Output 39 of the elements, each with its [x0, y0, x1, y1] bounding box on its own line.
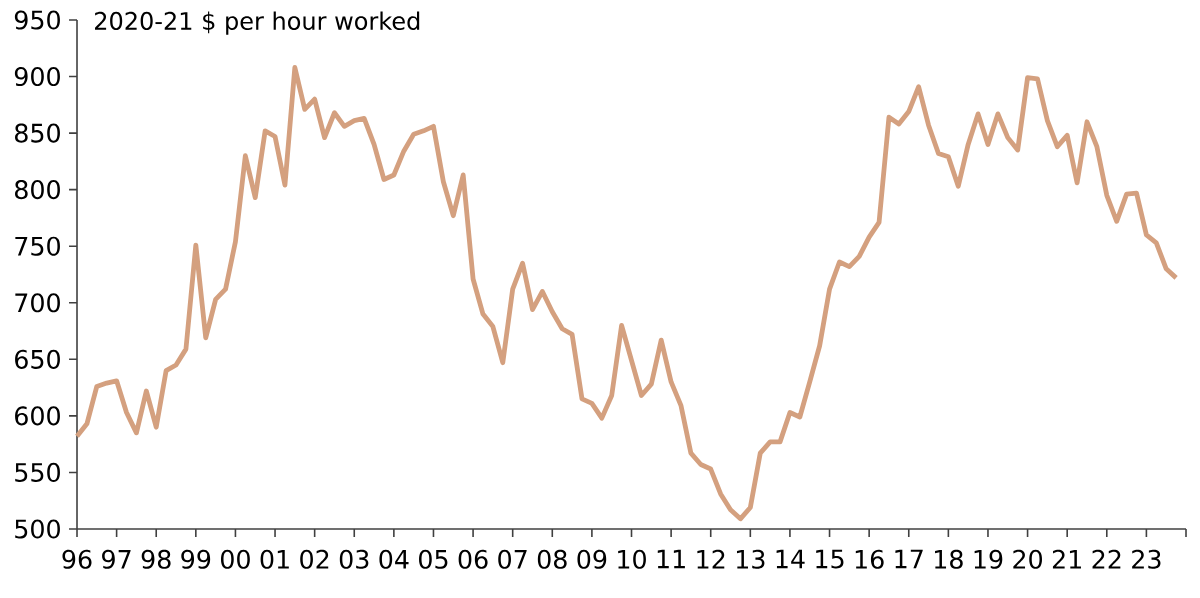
y-tick-label: 500: [15, 519, 60, 539]
y-tick-label: 550: [15, 462, 60, 483]
x-tick-label: 15: [816, 549, 844, 569]
x-tick-label: 05: [419, 549, 448, 569]
x-tick-label: 16: [855, 549, 884, 569]
x-tick-label: 00: [220, 549, 250, 569]
x-tick-label: 22: [1092, 549, 1121, 569]
x-tick-label: 18: [935, 549, 963, 569]
x-tick-label: 14: [776, 549, 805, 569]
x-tick-label: 02: [300, 549, 329, 569]
x-tick-label: 01: [260, 549, 289, 569]
x-tick-label: 97: [102, 549, 131, 569]
x-tick-label: 98: [141, 549, 171, 569]
x-tick-label: 06: [458, 549, 488, 569]
chart-title: 2020-21 $ per hour worked: [95, 11, 420, 35]
y-tick-label: 900: [14, 66, 60, 87]
y-tick-label: 750: [15, 236, 60, 256]
x-tick-label: 03: [339, 549, 369, 569]
y-tick-label: 700: [15, 293, 60, 313]
x-tick-label: 23: [1132, 549, 1161, 569]
x-tick-label: 11: [657, 549, 685, 569]
x-tick-label: 09: [577, 549, 607, 569]
x-tick-label: 10: [618, 549, 646, 569]
x-tick-label: 12: [697, 549, 725, 569]
x-tick-label: 17: [895, 549, 923, 569]
x-tick-label: 96: [62, 549, 92, 569]
x-tick-label: 21: [1052, 549, 1081, 569]
y-tick-label: 850: [15, 123, 60, 143]
x-tick-label: 99: [181, 549, 211, 569]
x-tick-label: 04: [379, 549, 409, 569]
y-tick-label: 950: [14, 10, 60, 30]
x-tick-label: 19: [974, 549, 1003, 569]
x-tick-label: 08: [537, 549, 567, 569]
y-tick-label: 600: [15, 406, 60, 426]
y-tick-label: 650: [15, 349, 60, 369]
x-tick-label: 07: [498, 549, 527, 569]
x-tick-label: 13: [736, 549, 765, 569]
y-tick-label: 800: [15, 180, 60, 200]
x-tick-label: 20: [1013, 549, 1042, 569]
